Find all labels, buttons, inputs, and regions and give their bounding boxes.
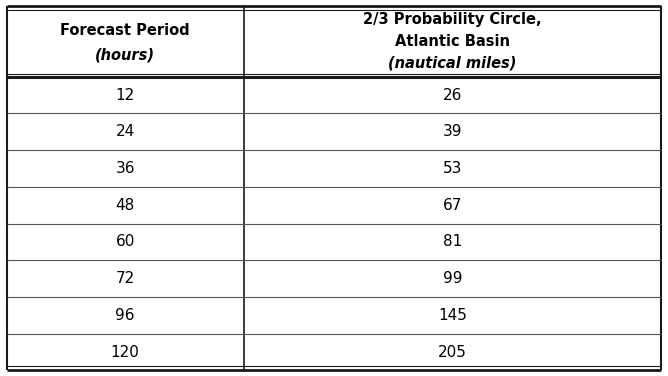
Text: (nautical miles): (nautical miles) (388, 56, 517, 71)
Text: 60: 60 (116, 234, 135, 249)
Text: 53: 53 (443, 161, 462, 176)
Text: 36: 36 (116, 161, 135, 176)
Text: Forecast Period: Forecast Period (60, 23, 190, 38)
Text: 24: 24 (116, 124, 135, 139)
Text: 99: 99 (443, 271, 462, 286)
Text: 26: 26 (443, 88, 462, 103)
Text: (hours): (hours) (96, 48, 155, 63)
Text: 12: 12 (116, 88, 135, 103)
Text: 2/3 Probability Circle,: 2/3 Probability Circle, (363, 12, 542, 27)
Text: 145: 145 (438, 308, 467, 323)
Text: 205: 205 (438, 344, 467, 359)
Text: 67: 67 (443, 198, 462, 213)
Text: 81: 81 (443, 234, 462, 249)
Text: 120: 120 (111, 344, 140, 359)
Text: 48: 48 (116, 198, 135, 213)
Text: 72: 72 (116, 271, 135, 286)
Text: 39: 39 (443, 124, 462, 139)
Text: Atlantic Basin: Atlantic Basin (395, 34, 510, 49)
Text: 96: 96 (116, 308, 135, 323)
